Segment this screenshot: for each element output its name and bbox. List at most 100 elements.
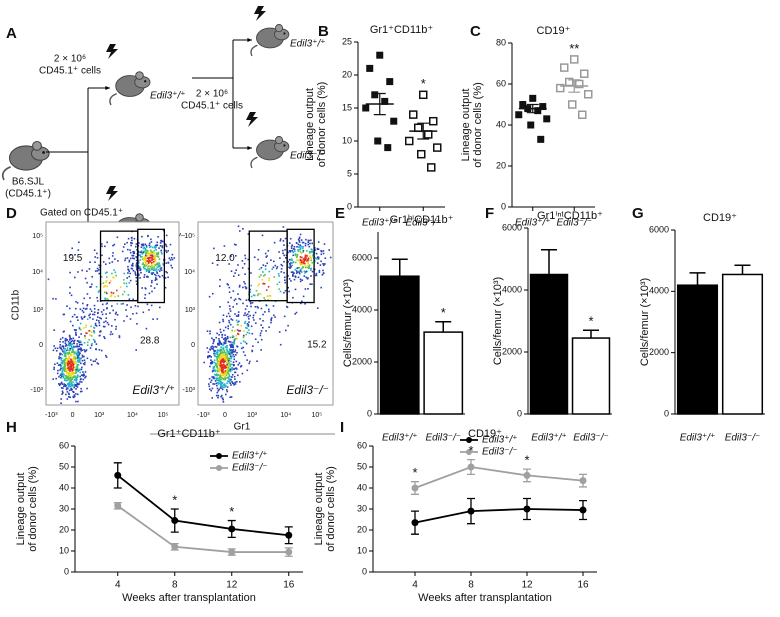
- event-dot: [265, 330, 267, 332]
- data-point: [515, 111, 523, 119]
- event-dot: [224, 360, 226, 362]
- event-dot: [156, 262, 158, 265]
- y-tick-label: 0: [64, 566, 69, 576]
- event-dot: [278, 275, 280, 277]
- event-dot: [67, 377, 70, 379]
- event-dot: [155, 277, 157, 279]
- x-tick-label: 10⁵: [158, 412, 169, 419]
- event-dot: [123, 290, 126, 293]
- event-dot: [230, 357, 232, 360]
- event-dot: [78, 341, 80, 344]
- event-dot: [150, 241, 153, 243]
- event-dot: [114, 313, 117, 315]
- event-dot: [75, 352, 78, 355]
- event-dot: [281, 264, 284, 267]
- panel-letter: G: [632, 205, 644, 222]
- event-dot: [283, 260, 285, 263]
- data-point: [527, 121, 535, 129]
- event-dot: [292, 275, 294, 277]
- arrow-head: [247, 146, 252, 150]
- event-dot: [260, 349, 262, 351]
- event-dot: [242, 351, 245, 353]
- event-dot: [147, 254, 149, 257]
- event-dot: [247, 329, 250, 331]
- event-dot: [150, 256, 153, 259]
- event-dot: [302, 251, 304, 253]
- event-dot: [217, 396, 219, 399]
- y-tick-label: 10⁴: [32, 269, 43, 276]
- event-dot: [70, 294, 73, 297]
- event-dot: [283, 291, 285, 294]
- event-dot: [315, 252, 318, 255]
- event-dot: [122, 293, 124, 296]
- event-dot: [77, 348, 80, 350]
- data-point: [560, 63, 569, 72]
- event-dot: [81, 309, 84, 312]
- event-dot: [216, 349, 219, 351]
- event-dot: [78, 343, 81, 346]
- event-dot: [268, 326, 270, 328]
- donor-strain: (CD45.1⁺): [5, 189, 51, 200]
- event-dot: [243, 263, 246, 265]
- event-dot: [72, 367, 74, 370]
- event-dot: [236, 323, 239, 326]
- y-axis-label: of donor cells (%): [325, 466, 337, 552]
- event-dot: [99, 317, 101, 319]
- event-dot: [93, 304, 96, 307]
- event-dot: [135, 245, 137, 248]
- event-dot: [232, 382, 235, 385]
- event-dot: [266, 255, 268, 257]
- event-dot: [265, 289, 268, 291]
- event-dot: [208, 355, 210, 357]
- event-dot: [298, 272, 301, 275]
- event-dot: [79, 360, 81, 362]
- event-dot: [156, 266, 159, 269]
- event-dot: [220, 349, 223, 352]
- event-dot: [154, 255, 157, 257]
- y-tick-label: 20: [59, 524, 69, 534]
- event-dot: [131, 268, 134, 270]
- event-dot: [114, 295, 116, 298]
- event-dot: [140, 250, 143, 252]
- event-dot: [95, 358, 98, 361]
- event-dot: [73, 394, 76, 396]
- event-dot: [74, 352, 76, 355]
- event-dot: [60, 382, 63, 385]
- y-axis-label: Lineage output: [15, 473, 27, 546]
- event-dot: [142, 243, 144, 245]
- event-dot: [236, 329, 239, 331]
- event-dot: [155, 248, 157, 251]
- event-dot: [219, 350, 222, 353]
- x-tick-label: 12: [226, 580, 238, 591]
- event-dot: [235, 319, 238, 322]
- event-dot: [65, 377, 68, 380]
- x-tick-label: 4: [115, 580, 121, 591]
- event-dot: [138, 265, 141, 268]
- event-dot: [69, 383, 72, 385]
- event-dot: [72, 362, 74, 365]
- event-dot: [144, 293, 147, 296]
- event-dot: [304, 303, 306, 305]
- event-dot: [218, 340, 221, 343]
- event-dot: [162, 264, 165, 266]
- event-dot: [156, 271, 158, 274]
- event-dot: [128, 270, 130, 272]
- event-dot: [232, 348, 234, 351]
- event-dot: [236, 303, 238, 305]
- event-dot: [307, 288, 309, 290]
- event-dot: [256, 294, 259, 297]
- event-dot: [221, 359, 223, 361]
- mouse-tail: [1, 166, 11, 181]
- event-dot: [83, 342, 86, 344]
- event-dot: [227, 357, 230, 360]
- event-dot: [208, 385, 211, 388]
- event-dot: [161, 253, 163, 255]
- event-dot: [289, 242, 291, 244]
- event-dot: [274, 264, 277, 267]
- y-tick-label: 4000: [502, 284, 522, 294]
- event-dot: [224, 339, 226, 342]
- event-dot: [90, 286, 92, 288]
- event-dot: [69, 353, 72, 356]
- event-dot: [74, 351, 76, 353]
- y-tick-label: 0: [191, 342, 195, 349]
